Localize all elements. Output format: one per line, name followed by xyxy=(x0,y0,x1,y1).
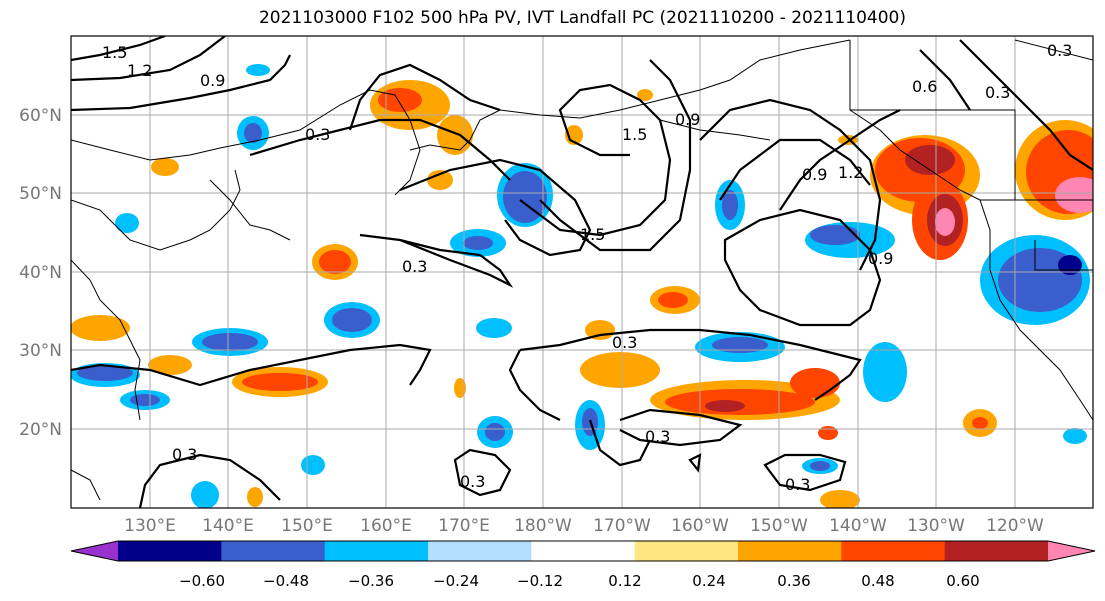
colorbar-segment xyxy=(118,541,222,561)
contour-label: 0.3 xyxy=(985,83,1010,102)
colorbar-segment xyxy=(428,541,532,561)
lon-label: 130°W xyxy=(907,516,965,536)
lon-label: 120°W xyxy=(986,516,1044,536)
longitude-labels: 130°E 140°E 150°E 160°E 170°E 180°W 170°… xyxy=(124,516,1044,536)
latitude-labels: 60°N 50°N 40°N 30°N 20°N xyxy=(19,106,62,440)
lon-label: 160°W xyxy=(671,516,729,536)
colorbar-extension-high xyxy=(1048,541,1095,561)
colorbar-segment xyxy=(738,541,842,561)
lon-label: 180°W xyxy=(514,516,572,536)
contour-label: 1.5 xyxy=(102,43,127,62)
lon-label: 150°W xyxy=(750,516,808,536)
lat-label: 30°N xyxy=(19,341,62,361)
colorbar-tick-label: −0.24 xyxy=(433,572,479,590)
contour-label: 0.3 xyxy=(1047,41,1072,60)
colorbar-segment xyxy=(944,541,1049,561)
colorbar-tick-label: 0.48 xyxy=(861,572,894,590)
contour-label: 1.2 xyxy=(838,163,863,182)
pv-anomaly-shading xyxy=(71,64,1093,508)
contour-label: 0.9 xyxy=(868,249,893,268)
colorbar-segment xyxy=(531,541,636,561)
contour-label: 0.3 xyxy=(305,125,330,144)
colorbar-segment xyxy=(841,541,946,561)
contour-label: 0.3 xyxy=(785,475,810,494)
colorbar-tick-label: −0.36 xyxy=(348,572,394,590)
contour-label: 0.3 xyxy=(645,427,670,446)
colorbar-tick-label: 0.12 xyxy=(608,572,641,590)
colorbar-tick-labels: −0.60 −0.48 −0.36 −0.24 −0.12 0.12 0.24 … xyxy=(179,572,980,590)
lon-label: 140°W xyxy=(829,516,887,536)
lon-label: 140°E xyxy=(202,516,254,536)
colorbar-tick-label: 0.24 xyxy=(692,572,725,590)
map-frame xyxy=(70,35,1094,509)
contour-label: 0.3 xyxy=(460,472,485,491)
lon-label: 130°E xyxy=(124,516,176,536)
lon-label: 160°E xyxy=(360,516,412,536)
colorbar-segment xyxy=(221,541,326,561)
map-title: 2021103000 F102 500 hPa PV, IVT Landfall… xyxy=(258,8,906,28)
contour-labels: 1.5 1.2 0.9 0.3 0.3 1.5 1.5 0.9 1.2 0.9 … xyxy=(102,41,1072,494)
lon-label: 170°E xyxy=(438,516,490,536)
colorbar-outline xyxy=(70,540,1096,562)
colorbar xyxy=(70,540,1096,562)
contour-label: 1.2 xyxy=(127,61,152,80)
contour-label: 0.6 xyxy=(912,77,937,96)
lon-label: 150°E xyxy=(281,516,333,536)
colorbar-tick-label: −0.60 xyxy=(179,572,225,590)
contour-label: 1.5 xyxy=(580,225,605,244)
colorbar-tick-label: 0.60 xyxy=(946,572,979,590)
colorbar-tick-label: −0.48 xyxy=(263,572,309,590)
contour-label: 0.3 xyxy=(402,257,427,276)
contour-label: 0.9 xyxy=(675,110,700,129)
colorbar-tick-label: −0.12 xyxy=(517,572,563,590)
lat-label: 50°N xyxy=(19,184,62,204)
lat-label: 20°N xyxy=(19,420,62,440)
contour-label: 0.3 xyxy=(612,333,637,352)
lat-label: 60°N xyxy=(19,106,62,126)
contour-label: 0.9 xyxy=(200,71,225,90)
map-gridlines xyxy=(71,36,1093,508)
colorbar-segment xyxy=(634,541,739,561)
contour-label: 1.5 xyxy=(622,125,647,144)
lat-label: 40°N xyxy=(19,263,62,283)
contour-label: 0.9 xyxy=(802,165,827,184)
ivt-contours xyxy=(71,36,1093,508)
contour-label: 0.3 xyxy=(172,445,197,464)
lon-label: 170°W xyxy=(593,516,651,536)
colorbar-extension-low xyxy=(71,541,118,561)
colorbar-segment xyxy=(324,541,429,561)
colorbar-tick-label: 0.36 xyxy=(777,572,810,590)
coastlines xyxy=(71,39,1093,501)
